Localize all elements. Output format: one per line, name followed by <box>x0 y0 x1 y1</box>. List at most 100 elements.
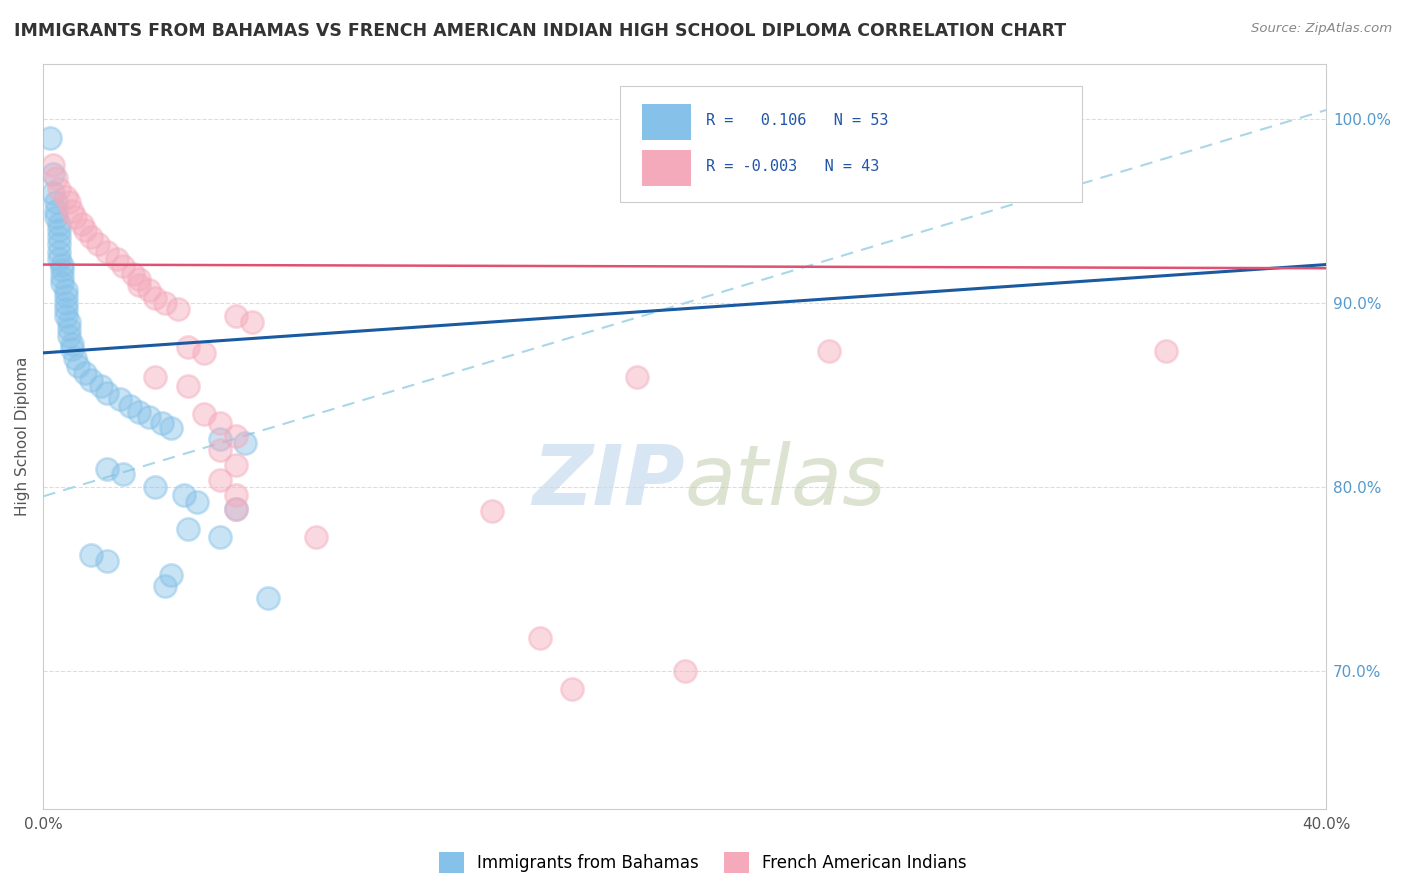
Point <box>58 194 80 209</box>
Point <box>80 230 103 244</box>
Point <box>55 301 77 316</box>
Point <box>145 480 167 494</box>
Point <box>193 407 215 421</box>
Point <box>128 405 150 419</box>
Point <box>48 217 70 231</box>
Point <box>55 283 77 297</box>
Point <box>305 530 328 544</box>
Point <box>45 171 67 186</box>
Point <box>208 473 231 487</box>
Point <box>153 296 176 310</box>
FancyBboxPatch shape <box>620 87 1083 202</box>
Point <box>153 579 176 593</box>
Point <box>58 329 80 343</box>
Text: R = -0.003   N = 43: R = -0.003 N = 43 <box>706 160 880 174</box>
Point <box>112 260 135 274</box>
Point <box>67 359 90 373</box>
Point <box>208 433 231 447</box>
Point <box>51 263 73 277</box>
Point <box>58 315 80 329</box>
Point <box>55 296 77 310</box>
Point <box>48 182 70 196</box>
Point <box>42 186 65 200</box>
Point <box>225 309 247 323</box>
Point <box>51 258 73 272</box>
Point <box>80 374 103 388</box>
Point <box>60 342 83 356</box>
Y-axis label: High School Diploma: High School Diploma <box>15 357 30 516</box>
Point <box>208 416 231 430</box>
Point <box>561 682 583 697</box>
Point <box>48 244 70 259</box>
Point <box>208 530 231 544</box>
Point <box>80 548 103 562</box>
Point <box>240 315 263 329</box>
Point <box>128 277 150 292</box>
Text: Source: ZipAtlas.com: Source: ZipAtlas.com <box>1251 22 1392 36</box>
Point <box>1154 344 1177 359</box>
Point <box>225 502 247 516</box>
Point <box>108 392 131 406</box>
Point <box>138 283 160 297</box>
Point <box>173 487 195 501</box>
Point <box>118 399 141 413</box>
Point <box>145 369 167 384</box>
Bar <box>643 104 690 140</box>
Point <box>176 379 198 393</box>
Point <box>138 410 160 425</box>
Point <box>45 210 67 224</box>
Point <box>105 252 128 266</box>
Text: R =   0.106   N = 53: R = 0.106 N = 53 <box>706 113 889 128</box>
Point <box>481 504 503 518</box>
Point <box>86 237 108 252</box>
Point <box>38 130 60 145</box>
Point <box>45 204 67 219</box>
Point <box>673 664 696 678</box>
Point <box>160 568 183 582</box>
Point <box>60 336 83 351</box>
Point <box>233 436 256 450</box>
Text: atlas: atlas <box>685 441 886 522</box>
Point <box>48 237 70 252</box>
Point <box>42 168 65 182</box>
Point <box>65 210 87 224</box>
Point <box>51 270 73 285</box>
Point <box>96 244 118 259</box>
Point <box>167 301 190 316</box>
Point <box>225 428 247 442</box>
Point <box>96 554 118 568</box>
Point <box>529 631 551 645</box>
Bar <box>643 151 690 186</box>
Point <box>65 351 87 366</box>
Point <box>150 416 173 430</box>
Point <box>112 467 135 482</box>
Point <box>818 344 841 359</box>
Point <box>225 458 247 472</box>
Point <box>42 158 65 172</box>
Point <box>225 502 247 516</box>
Point <box>176 523 198 537</box>
Point <box>122 267 145 281</box>
Point <box>186 495 208 509</box>
Point <box>145 291 167 305</box>
Point <box>626 369 648 384</box>
Point <box>51 276 73 290</box>
Point <box>73 222 96 236</box>
Point <box>58 322 80 336</box>
Point <box>55 309 77 323</box>
Point <box>90 379 112 393</box>
Point <box>60 204 83 219</box>
Point <box>45 194 67 209</box>
Point <box>193 346 215 360</box>
Point <box>55 289 77 303</box>
Point <box>48 252 70 266</box>
Point <box>96 386 118 401</box>
Point <box>225 487 247 501</box>
Point <box>48 230 70 244</box>
Point <box>176 340 198 354</box>
Point <box>256 591 278 605</box>
Text: IMMIGRANTS FROM BAHAMAS VS FRENCH AMERICAN INDIAN HIGH SCHOOL DIPLOMA CORRELATIO: IMMIGRANTS FROM BAHAMAS VS FRENCH AMERIC… <box>14 22 1066 40</box>
Point <box>160 421 183 435</box>
Point <box>70 217 93 231</box>
Point <box>208 443 231 458</box>
